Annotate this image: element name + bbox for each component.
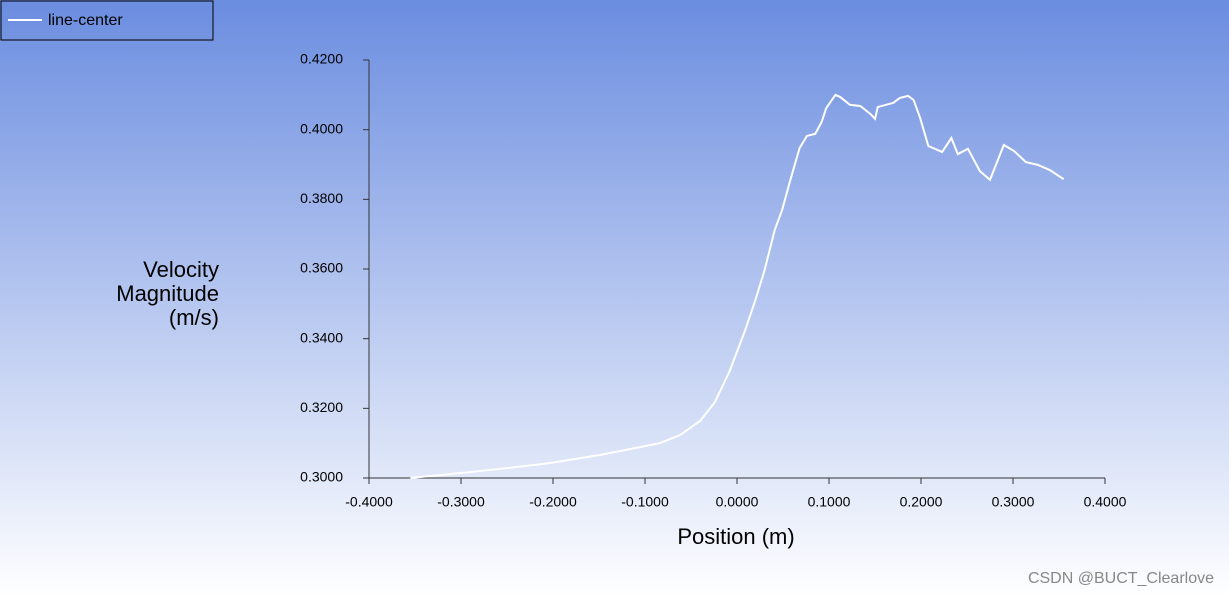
y-tick-label: 0.3400 [300,329,343,345]
y-tick-label: 0.3600 [300,260,343,276]
y-axis-label: (m/s) [169,305,219,330]
x-tick-label: -0.3000 [437,494,485,510]
y-tick-label: 0.4200 [300,51,343,67]
y-tick-label: 0.3800 [300,190,343,206]
y-tick-label: 0.4000 [300,120,343,136]
x-tick-label: 0.4000 [1084,494,1127,510]
y-axis-label: Magnitude [116,281,219,306]
x-tick-label: -0.2000 [529,494,577,510]
x-tick-label: 0.1000 [808,494,851,510]
x-tick-label: 0.2000 [900,494,943,510]
y-tick-label: 0.3000 [300,469,343,485]
legend-box [0,0,214,41]
x-tick-label: -0.1000 [621,494,669,510]
x-tick-label: 0.0000 [716,494,759,510]
y-axis-label: Velocity [143,257,219,282]
x-tick-label: 0.3000 [992,494,1035,510]
x-axis-label: Position (m) [677,524,794,549]
x-tick-label: -0.4000 [345,494,393,510]
data-line [410,93,1065,479]
legend-label: line-center [48,12,123,29]
watermark: CSDN @BUCT_Clearlove [1028,570,1214,587]
y-tick-label: 0.3200 [300,399,343,415]
